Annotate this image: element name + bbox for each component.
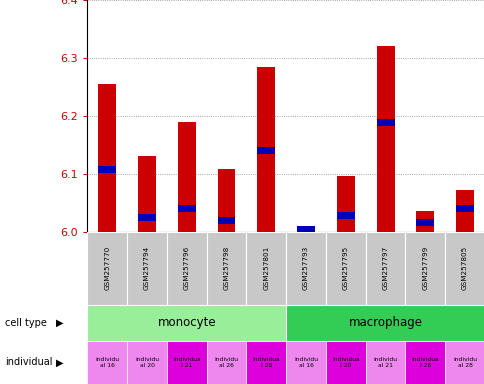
Text: ▶: ▶ [56,318,63,328]
Text: individu
al 20: individu al 20 [135,357,159,368]
Bar [178,122,195,232]
Bar [455,205,473,212]
Text: ▶: ▶ [56,358,63,367]
Bar [98,166,116,173]
Text: cell type: cell type [5,318,46,328]
Bar [257,147,274,154]
Bar [206,232,246,305]
Bar [138,156,155,232]
Bar [87,305,286,341]
Text: GSM257805: GSM257805 [461,246,467,290]
Text: individua
l 26: individua l 26 [411,357,438,368]
Text: individua
l 20: individua l 20 [332,357,359,368]
Text: individual: individual [5,358,52,367]
Bar [138,214,155,221]
Bar [365,341,405,384]
Bar [178,205,195,212]
Bar [297,227,314,232]
Bar [286,305,484,341]
Bar [325,341,365,384]
Bar [297,226,314,233]
Bar [246,341,286,384]
Bar [286,341,325,384]
Bar [87,341,127,384]
Text: GSM257770: GSM257770 [104,246,110,290]
Text: individua
l 21: individua l 21 [173,357,200,368]
Bar [416,219,433,226]
Bar [336,212,354,219]
Bar [166,232,206,305]
Text: individu
al 16: individu al 16 [293,357,318,368]
Text: GSM257801: GSM257801 [263,246,269,290]
Text: individu
al 21: individu al 21 [373,357,397,368]
Bar [405,232,444,305]
Text: individu
al 16: individu al 16 [95,357,119,368]
Bar [455,190,473,232]
Text: GSM257798: GSM257798 [223,246,229,290]
Bar [325,232,365,305]
Text: monocyte: monocyte [157,316,215,329]
Text: GSM257794: GSM257794 [144,246,150,290]
Bar [257,66,274,232]
Text: GSM257793: GSM257793 [302,246,308,290]
Bar [246,232,286,305]
Bar [376,46,393,232]
Bar [217,169,235,232]
Bar [217,217,235,223]
Bar [416,212,433,232]
Bar [365,232,405,305]
Text: GSM257795: GSM257795 [342,246,348,290]
Bar [405,341,444,384]
Bar [376,119,393,126]
Bar [206,341,246,384]
Text: GSM257796: GSM257796 [183,246,189,290]
Bar [444,232,484,305]
Bar [444,341,484,384]
Text: macrophage: macrophage [348,316,422,329]
Bar [87,232,127,305]
Text: GSM257799: GSM257799 [422,246,427,290]
Bar [166,341,206,384]
Bar [127,232,166,305]
Text: individu
al 26: individu al 26 [214,357,238,368]
Bar [286,232,325,305]
Bar [336,175,354,232]
Text: GSM257797: GSM257797 [382,246,388,290]
Text: individu
al 28: individu al 28 [452,357,476,368]
Bar [98,84,116,232]
Text: individua
l 28: individua l 28 [252,357,279,368]
Bar [127,341,166,384]
